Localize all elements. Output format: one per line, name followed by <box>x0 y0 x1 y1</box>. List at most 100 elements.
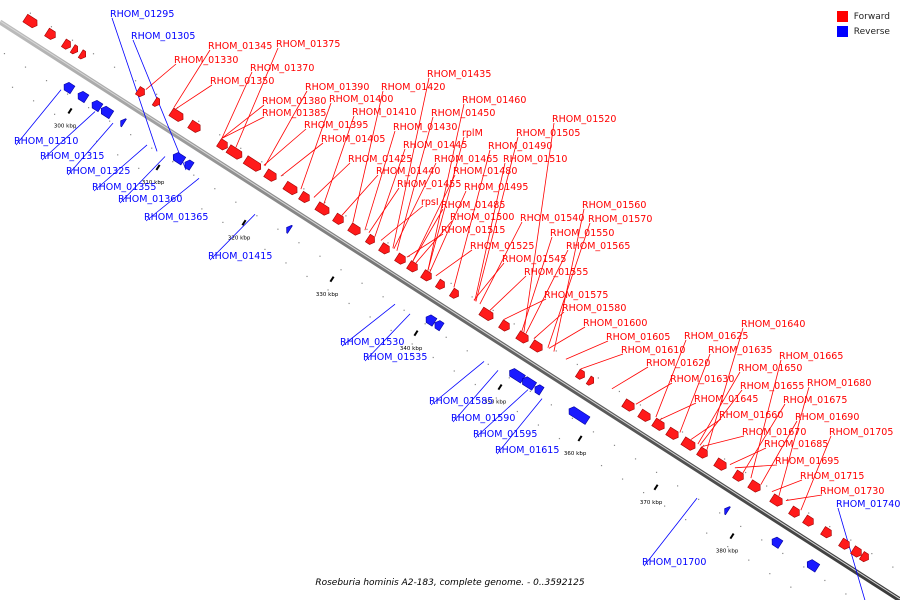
forward-gene-label: rplM <box>462 128 483 139</box>
forward-gene <box>60 38 71 50</box>
reverse-gene-shape <box>806 559 821 573</box>
track-guide-dot <box>571 417 574 419</box>
forward-gene-label: RHOM_01605 <box>606 332 670 343</box>
forward-gene-label: RHOM_01385 <box>262 108 326 119</box>
leader-line <box>503 298 547 320</box>
reverse-gene <box>120 118 127 128</box>
track-guide-dot <box>808 512 810 514</box>
forward-gene <box>44 27 56 40</box>
reverse-gene-label: RHOM_01595 <box>473 429 537 440</box>
track-guide-dot <box>198 120 200 122</box>
leader-line <box>475 136 519 302</box>
track-guide-dot <box>719 512 721 514</box>
track-guide-dot <box>390 329 392 332</box>
leader-line <box>119 156 166 204</box>
leader-line <box>145 178 200 222</box>
forward-gene-shape <box>134 86 145 98</box>
track-guide-dot <box>345 215 347 217</box>
reverse-gene-label: RHOM_01310 <box>14 136 78 147</box>
track-guide-dot <box>113 66 116 68</box>
scale-tick-label: 380 kbp <box>716 549 739 555</box>
forward-gene-shape <box>420 269 432 282</box>
leader-line <box>474 162 506 301</box>
scale-tick-label: 370 kbp <box>640 500 663 506</box>
forward-gene-shape <box>651 417 665 431</box>
forward-gene <box>850 545 862 558</box>
track-guide-dot <box>555 350 557 352</box>
reverse-gene <box>425 314 438 327</box>
forward-gene-shape <box>263 168 277 182</box>
forward-gene-label: RHOM_01575 <box>544 290 608 301</box>
scale-tick-mark <box>577 435 583 442</box>
leader-line <box>760 420 798 485</box>
leader-line <box>547 222 591 348</box>
reverse-gene-shape <box>91 100 104 113</box>
track-guide-dot <box>109 120 111 122</box>
leader-line <box>635 382 673 405</box>
track-guide-dot <box>769 573 771 575</box>
track-guide-dot <box>655 471 658 473</box>
forward-gene-shape <box>713 457 727 471</box>
track-guide-dot <box>790 586 792 588</box>
forward-gene-label: RHOM_01440 <box>376 166 440 177</box>
forward-gene <box>378 242 390 255</box>
reverse-gene-shape <box>522 376 538 391</box>
forward-gene-shape <box>187 119 201 133</box>
gene-labels: RHOM_01330 RHOM_01345 RHOM_01375 RHOM_01370… <box>14 9 900 568</box>
forward-gene-shape <box>77 49 87 60</box>
forward-gene-shape <box>332 212 344 225</box>
leader-line <box>221 104 265 139</box>
forward-gene-label: RHOM_01430 <box>393 122 457 133</box>
forward-gene-shape <box>394 252 406 265</box>
track-guide-dot <box>11 86 14 88</box>
reverse-gene-shape <box>286 224 293 234</box>
forward-gene-shape <box>22 13 38 29</box>
forward-gene <box>263 168 277 182</box>
track-guide-dot <box>664 505 666 507</box>
leader-line <box>352 90 384 223</box>
reverse-gene-label: RHOM_01415 <box>208 251 272 262</box>
scale-tick-mark <box>67 107 73 114</box>
leader-line <box>611 366 649 390</box>
reverse-gene <box>724 506 731 516</box>
scale-tick-label: 340 kbp <box>400 346 423 352</box>
track-guide-dot <box>277 228 279 230</box>
forward-gene-shape <box>820 526 832 539</box>
forward-gene <box>820 526 832 539</box>
track-guide-dot <box>180 194 182 196</box>
leader-line <box>427 136 465 271</box>
track-guide-dot <box>513 323 515 325</box>
forward-swatch <box>836 11 848 22</box>
track-guide-dot <box>361 282 363 284</box>
scale-tick-mark <box>653 484 659 491</box>
leader-line <box>264 90 308 167</box>
label-leader-lines <box>15 17 866 600</box>
track-guide-dot <box>45 80 48 82</box>
forward-gene <box>332 212 344 225</box>
track-guide-dot <box>748 559 750 561</box>
track-guide-dot <box>303 188 305 190</box>
track-guide-dot <box>892 566 894 568</box>
track-guide-dot <box>445 336 447 338</box>
leader-line <box>452 370 499 423</box>
track-guide-dot <box>453 370 455 372</box>
forward-gene-shape <box>314 201 330 216</box>
forward-gene-shape <box>747 479 761 493</box>
track-guide-dot <box>474 383 476 386</box>
leader-line <box>729 447 767 465</box>
forward-gene-shape <box>529 339 543 353</box>
forward-gene-label: RHOM_01405 <box>321 134 385 145</box>
leader-line <box>313 162 351 198</box>
track-guide-dot <box>319 255 321 257</box>
forward-gene-shape <box>60 38 71 50</box>
track-guide-dot <box>829 525 831 528</box>
reverse-gene-label: RHOM_01585 <box>429 396 493 407</box>
track-guide-dot <box>193 174 195 176</box>
reverse-swatch <box>836 26 848 37</box>
forward-gene-shape <box>364 233 375 245</box>
forward-gene-label: RHOM_01350 <box>210 76 274 87</box>
reverse-gene <box>286 224 293 234</box>
leader-line <box>235 47 279 148</box>
leader-line <box>175 84 213 110</box>
